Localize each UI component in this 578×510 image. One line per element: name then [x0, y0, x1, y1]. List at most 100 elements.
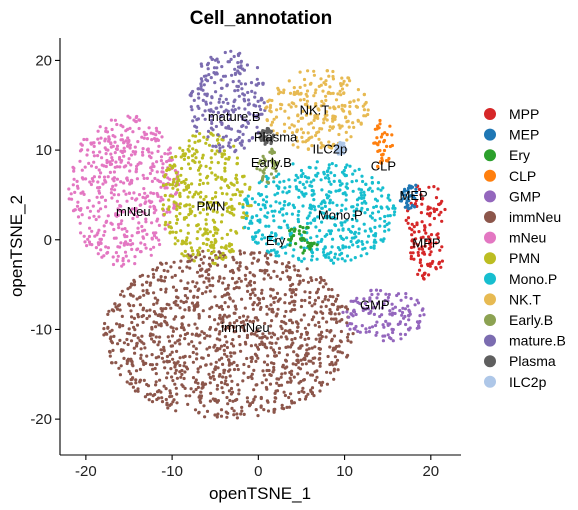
- data-point: [289, 231, 293, 235]
- data-point: [201, 98, 205, 102]
- data-point: [356, 245, 360, 249]
- data-point: [137, 193, 142, 197]
- data-point: [298, 280, 302, 284]
- data-point: [175, 182, 179, 186]
- data-point: [297, 229, 301, 233]
- data-point: [173, 341, 177, 345]
- data-point: [336, 257, 340, 261]
- data-point: [242, 97, 246, 101]
- data-point: [351, 189, 355, 193]
- data-point: [192, 308, 196, 312]
- data-point: [157, 389, 161, 393]
- data-point: [315, 291, 319, 295]
- data-point: [118, 325, 122, 329]
- data-point: [373, 141, 377, 145]
- data-point: [243, 306, 247, 310]
- data-point: [149, 191, 153, 195]
- data-point: [383, 219, 387, 223]
- data-point: [76, 215, 81, 219]
- data-point: [190, 108, 194, 112]
- data-point: [315, 257, 319, 261]
- data-point: [423, 225, 427, 229]
- data-point: [256, 219, 260, 223]
- data-point: [168, 194, 172, 198]
- data-point: [129, 309, 133, 313]
- data-point: [173, 192, 178, 196]
- data-point: [315, 247, 319, 251]
- data-point: [238, 315, 242, 320]
- data-point: [161, 166, 165, 170]
- data-point: [141, 153, 145, 157]
- data-point: [236, 137, 240, 141]
- data-point: [262, 171, 266, 175]
- data-point: [385, 144, 389, 148]
- data-point: [300, 362, 304, 366]
- data-point: [231, 338, 235, 342]
- data-point: [151, 191, 156, 196]
- data-point: [264, 200, 269, 204]
- data-point: [174, 386, 178, 390]
- data-point: [182, 376, 186, 381]
- data-point: [79, 231, 83, 235]
- data-point: [257, 202, 261, 207]
- data-point: [99, 195, 103, 199]
- data-point: [291, 341, 295, 345]
- data-point: [369, 309, 373, 313]
- data-point: [293, 268, 297, 272]
- data-point: [356, 88, 360, 92]
- data-point: [303, 397, 308, 401]
- data-point: [390, 143, 394, 148]
- data-point: [340, 351, 344, 355]
- data-point: [305, 103, 309, 107]
- data-point: [187, 342, 191, 346]
- data-point: [211, 284, 215, 288]
- data-point: [153, 366, 157, 371]
- data-point: [403, 314, 407, 319]
- data-point: [220, 356, 224, 360]
- data-point: [276, 299, 280, 303]
- data-point: [323, 297, 327, 301]
- data-point: [248, 292, 253, 297]
- data-point: [312, 178, 316, 182]
- data-point: [417, 230, 421, 234]
- data-point: [399, 332, 403, 336]
- data-point: [215, 337, 219, 341]
- data-point: [265, 399, 269, 403]
- data-point: [151, 231, 156, 235]
- data-point: [98, 125, 102, 129]
- legend-key: [484, 272, 496, 285]
- data-point: [301, 140, 305, 144]
- data-point: [345, 182, 349, 186]
- data-point: [102, 175, 107, 179]
- data-point: [148, 392, 152, 396]
- data-point: [290, 123, 294, 127]
- data-point: [146, 147, 150, 151]
- data-point: [302, 194, 306, 198]
- data-point: [140, 334, 144, 338]
- data-point: [241, 205, 245, 209]
- data-point: [242, 362, 246, 367]
- data-point: [89, 182, 93, 187]
- data-point: [216, 161, 220, 165]
- data-point: [312, 198, 316, 202]
- data-point: [345, 324, 350, 328]
- data-point: [361, 179, 365, 184]
- data-point: [229, 181, 233, 185]
- data-point: [227, 314, 231, 318]
- data-point: [315, 160, 319, 164]
- data-point: [235, 177, 239, 181]
- data-point: [300, 298, 304, 302]
- data-point: [263, 214, 267, 218]
- data-point: [296, 176, 300, 180]
- data-point: [203, 415, 207, 419]
- data-point: [428, 237, 432, 241]
- data-point: [221, 390, 225, 395]
- data-point: [337, 132, 341, 137]
- data-point: [206, 232, 210, 236]
- data-point: [151, 268, 155, 272]
- data-point: [328, 85, 332, 89]
- data-point: [193, 115, 197, 119]
- data-point: [291, 254, 295, 258]
- data-point: [260, 381, 264, 385]
- data-point: [434, 196, 439, 200]
